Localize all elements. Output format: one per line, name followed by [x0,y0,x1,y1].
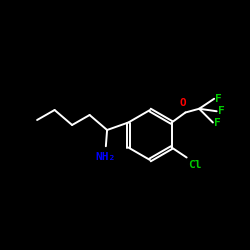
Text: Cl: Cl [188,160,202,170]
Text: O: O [180,98,186,108]
Text: F: F [214,118,221,128]
Text: NH₂: NH₂ [96,152,116,162]
Text: F: F [218,106,225,116]
Text: F: F [216,94,222,104]
